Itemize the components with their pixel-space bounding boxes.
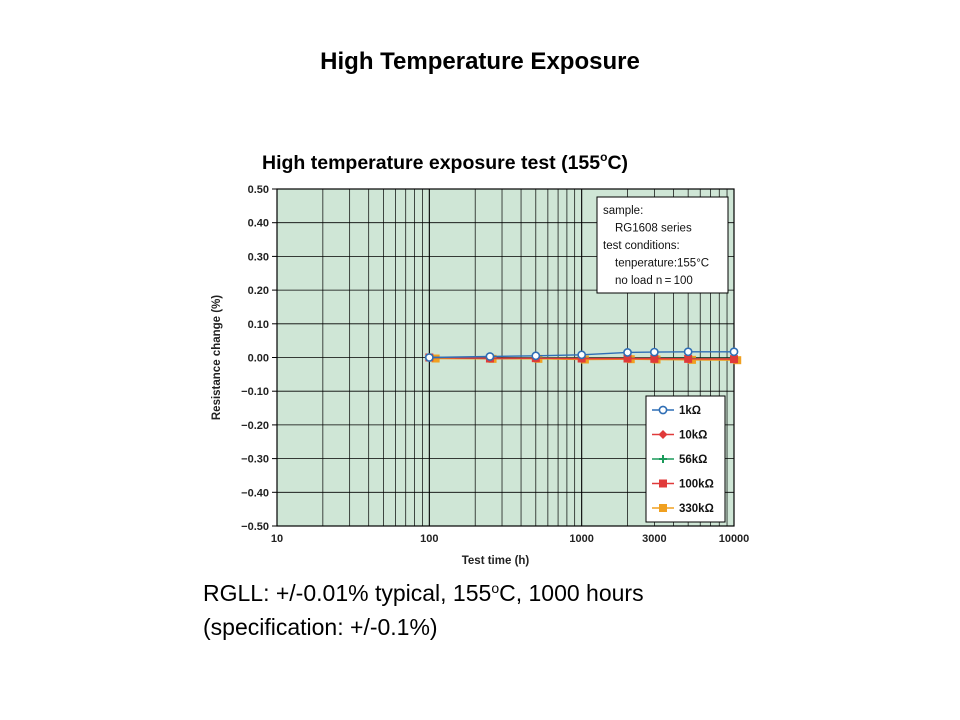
data-point <box>531 351 541 361</box>
data-point <box>424 353 434 362</box>
legend-item: 100kΩ <box>652 479 714 491</box>
x-tick-label: 1000 <box>569 533 593 545</box>
y-tick-label: 0.50 <box>248 184 269 196</box>
data-point <box>659 455 667 463</box>
data-point <box>659 504 667 512</box>
y-tick-label: 0.00 <box>248 353 269 365</box>
slide-title: High Temperature Exposure <box>320 48 640 75</box>
data-point <box>649 354 659 364</box>
y-tick-label: 0.30 <box>248 251 269 263</box>
legend-label: 1kΩ <box>679 405 701 417</box>
y-tick-label: −0.40 <box>241 487 269 499</box>
data-point <box>577 350 587 360</box>
x-tick-label: 3000 <box>642 533 666 545</box>
chart-title: High temperature exposure test (155oC) <box>262 150 722 175</box>
info-box-line: no load n = 100 <box>615 275 693 287</box>
chart-title-degree: o <box>600 150 608 164</box>
info-box-line: sample: <box>603 205 643 217</box>
legend-item: 1kΩ <box>652 405 701 417</box>
legend-label: 100kΩ <box>679 479 714 491</box>
legend-item: 330kΩ <box>652 503 714 515</box>
data-point <box>658 405 668 415</box>
data-point <box>623 348 632 357</box>
caption-line-1-a: RGLL: +/-0.01% typical, 155 <box>203 580 492 606</box>
y-tick-label: −0.30 <box>241 454 269 466</box>
y-axis-label: Resistance change (%) <box>211 295 223 420</box>
y-tick-label: 0.10 <box>248 319 269 331</box>
legend-item: 56kΩ <box>652 454 707 466</box>
x-axis-label: Test time (h) <box>462 555 530 567</box>
data-point <box>623 354 633 364</box>
data-point <box>649 347 659 357</box>
data-point <box>729 347 739 357</box>
y-tick-label: 0.40 <box>248 218 269 230</box>
info-box <box>596 196 729 294</box>
legend-label: 10kΩ <box>679 430 707 442</box>
y-tick-label: −0.20 <box>241 420 269 432</box>
series-line <box>429 351 734 359</box>
chart-title-end: C) <box>607 152 629 174</box>
info-box-line: RG1608 series <box>615 223 692 235</box>
chart-title-main: High temperature exposure test (155 <box>262 152 601 174</box>
info-box-line: test conditions: <box>603 240 680 252</box>
caption-degree: o <box>491 580 500 596</box>
info-box-line: tenperature:155°C <box>615 258 709 270</box>
data-point <box>729 354 739 364</box>
legend-label: 56kΩ <box>679 454 707 466</box>
series-line <box>429 356 734 360</box>
y-tick-label: 0.20 <box>248 285 269 297</box>
x-tick-label: 10 <box>271 533 283 545</box>
y-tick-label: −0.50 <box>241 521 269 533</box>
data-point <box>659 479 667 488</box>
x-tick-label: 10000 <box>719 533 750 545</box>
data-point <box>683 347 693 357</box>
caption-line-1-b: C, 1000 hours <box>499 580 644 606</box>
data-point <box>431 354 440 363</box>
data-point <box>485 352 495 361</box>
y-tick-label: −0.10 <box>241 386 269 398</box>
caption-line-1: RGLL: +/-0.01% typical, 155oC, 1000 hour… <box>203 580 644 607</box>
caption-line-2: (specification: +/-0.1%) <box>203 614 438 640</box>
series-0 <box>424 347 739 362</box>
data-point <box>658 430 668 439</box>
legend-label: 330kΩ <box>679 503 714 515</box>
legend-item: 10kΩ <box>652 430 707 442</box>
x-tick-label: 100 <box>420 533 438 545</box>
data-point <box>683 354 693 364</box>
